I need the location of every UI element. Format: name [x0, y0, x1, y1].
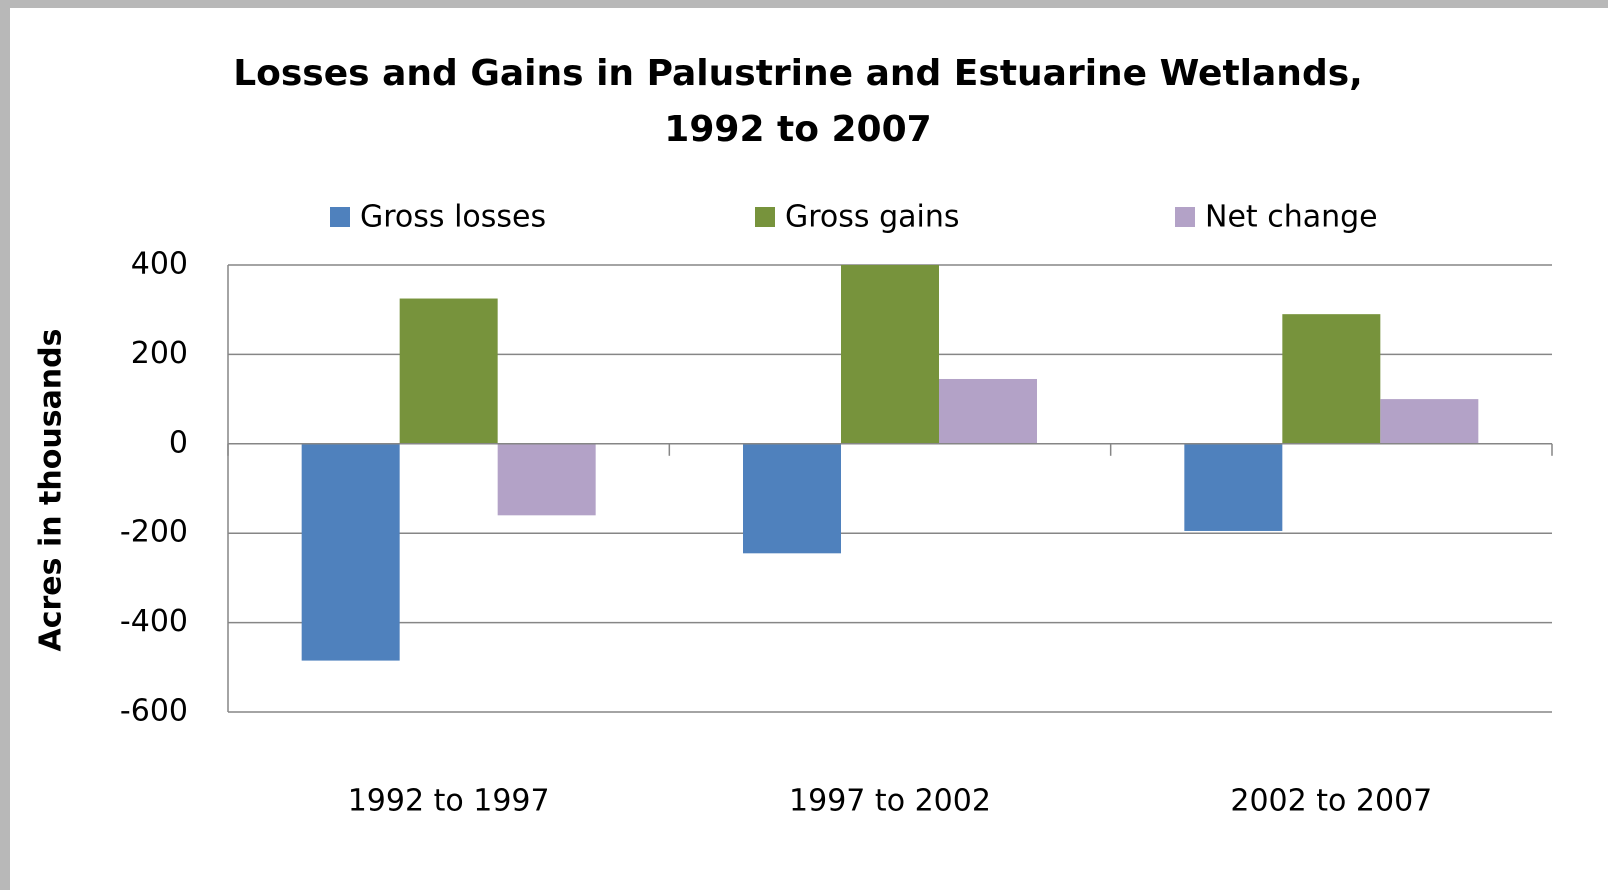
bar [1282, 314, 1381, 444]
y-axis-label: Acres in thousands [34, 329, 69, 652]
y-tick-label: -600 [120, 694, 188, 729]
y-tick-label: -400 [120, 604, 188, 639]
legend-swatch [330, 207, 350, 227]
legend-label: Gross gains [785, 200, 959, 235]
bar [1380, 399, 1479, 444]
y-tick-label: 0 [169, 425, 188, 460]
chart-title: Losses and Gains in Palustrine and Estua… [233, 53, 1363, 94]
bar [743, 443, 841, 554]
legend-label: Net change [1205, 200, 1378, 235]
bar [939, 378, 1037, 444]
bar [497, 443, 596, 516]
legend-swatch [1175, 207, 1195, 227]
bar [399, 298, 498, 444]
y-tick-label: 200 [131, 336, 188, 371]
y-tick-label: -200 [120, 515, 188, 550]
chart-title: 1992 to 2007 [664, 109, 931, 150]
y-tick-label: 400 [131, 247, 188, 282]
x-tick-label: 2002 to 2007 [1230, 784, 1432, 819]
bar [1184, 443, 1283, 531]
bar [301, 443, 400, 661]
legend-swatch [755, 207, 775, 227]
legend-label: Gross losses [360, 200, 546, 235]
x-tick-label: 1997 to 2002 [789, 784, 991, 819]
bar [841, 265, 939, 444]
x-tick-label: 1992 to 1997 [348, 784, 550, 819]
